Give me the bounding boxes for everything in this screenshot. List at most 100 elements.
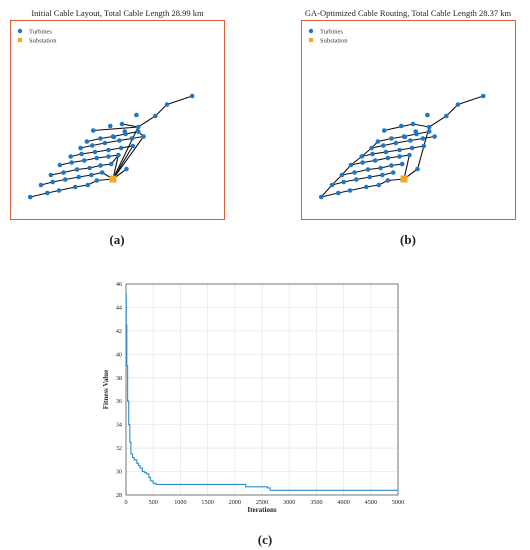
- turbine-point-34: [129, 136, 135, 141]
- legend-turbines-label: Turbines: [320, 29, 343, 36]
- turbine-point-28: [118, 145, 124, 151]
- turbine-point-2: [56, 188, 62, 193]
- turbine-point-35: [141, 134, 146, 139]
- turbine-point-18: [57, 162, 63, 168]
- turbine-point-24: [359, 154, 364, 159]
- panel-b-frame: Turbines Substation: [301, 20, 516, 220]
- x-tick-label-5: 2500: [256, 499, 268, 506]
- turbine-point-35: [432, 134, 437, 139]
- turbine-point-11: [99, 170, 105, 175]
- turbine-point-3: [363, 184, 369, 190]
- cable-13: [403, 95, 484, 180]
- turbine-point-16: [389, 163, 394, 168]
- turbine-point-13: [61, 170, 66, 175]
- plot-area: [125, 283, 399, 496]
- turbine-point-49: [413, 129, 418, 134]
- turbine-point-9: [367, 174, 373, 180]
- x-tick-label-10: 5000: [392, 499, 404, 506]
- y-tick-label-2: 32: [116, 445, 122, 452]
- turbine-point-25: [79, 151, 84, 157]
- turbine-point-11: [390, 170, 396, 175]
- turbine-point-0: [27, 194, 33, 200]
- panel-a-label: (a): [109, 232, 125, 247]
- turbine-point-7: [50, 179, 55, 185]
- x-tick-label-8: 4000: [337, 499, 349, 506]
- turbine-point-10: [380, 172, 385, 178]
- substation-marker: [400, 175, 408, 183]
- turbine-point-5: [385, 178, 391, 183]
- turbine-point-0: [318, 194, 324, 200]
- turbine-point-13: [352, 170, 357, 175]
- x-tick-label-6: 3000: [283, 499, 295, 506]
- substation-marker: [109, 175, 117, 183]
- x-tick-label-2: 1000: [174, 499, 186, 506]
- y-tick-label-5: 38: [116, 375, 122, 382]
- x-tick-label-4: 2000: [229, 499, 241, 506]
- turbine-point-30: [369, 145, 374, 151]
- turbine-point-26: [92, 149, 98, 155]
- turbine-point-47: [381, 128, 387, 133]
- turbine-point-46: [119, 121, 125, 127]
- turbine-point-51: [425, 112, 430, 118]
- y-tick-label-6: 40: [116, 351, 122, 358]
- turbine-point-50: [108, 123, 113, 129]
- turbine-point-15: [378, 165, 383, 171]
- turbine-point-18: [348, 162, 354, 168]
- series-line-0: [125, 292, 398, 491]
- turbine-point-14: [365, 167, 371, 172]
- turbine-point-25: [370, 151, 375, 157]
- turbine-point-12: [339, 172, 345, 178]
- legend-turbines-label: Turbines: [29, 29, 52, 36]
- y-tick-label-1: 30: [116, 469, 122, 476]
- cable-0: [321, 178, 405, 198]
- turbine-point-4: [85, 182, 91, 188]
- turbine-point-33: [408, 138, 413, 143]
- legend: Turbines Substation: [17, 29, 57, 45]
- turbine-point-32: [393, 140, 399, 146]
- turbine-point-22: [106, 154, 111, 159]
- turbine-point-46: [410, 121, 416, 127]
- turbine-point-8: [63, 177, 68, 182]
- turbine-point-7: [341, 179, 346, 185]
- turbine-point-30: [78, 145, 83, 151]
- turbine-point-6: [329, 182, 335, 188]
- y-tick-label-3: 34: [116, 422, 122, 429]
- turbine-point-9: [76, 174, 82, 180]
- turbine-point-45: [480, 93, 486, 99]
- legend-substation-marker: [18, 38, 22, 42]
- turbine-point-21: [94, 155, 100, 161]
- panel-c-label: (c): [257, 532, 273, 547]
- x-axis-label: Iterations: [247, 506, 276, 514]
- turbine-point-28: [409, 145, 415, 151]
- turbine-point-51: [134, 112, 139, 118]
- turbine-point-23: [407, 152, 412, 158]
- x-tick-label-1: 500: [149, 499, 158, 506]
- turbine-point-41: [415, 166, 420, 172]
- turbine-point-50: [399, 123, 404, 129]
- x-tick-label-3: 1500: [201, 499, 213, 506]
- turbine-point-29: [421, 143, 427, 149]
- y-tick-label-8: 44: [116, 304, 122, 311]
- turbine-point-45: [189, 93, 195, 99]
- cable-5: [80, 135, 145, 180]
- turbine-point-31: [381, 143, 386, 148]
- turbine-point-47: [90, 128, 96, 133]
- turbine-point-1: [45, 190, 50, 196]
- turbine-point-37: [98, 136, 103, 141]
- turbine-point-8: [354, 177, 359, 182]
- turbine-point-49: [122, 129, 127, 134]
- y-tick-label-4: 36: [116, 398, 122, 405]
- turbine-point-48: [402, 134, 408, 140]
- turbine-point-43: [444, 113, 449, 119]
- turbine-point-27: [397, 147, 402, 153]
- turbine-point-36: [84, 139, 90, 144]
- turbine-point-26: [383, 149, 389, 155]
- turbine-point-42: [135, 124, 141, 130]
- legend-turbine-marker: [308, 28, 314, 34]
- turbine-point-44: [164, 102, 170, 107]
- turbine-point-40: [426, 129, 432, 134]
- turbine-point-16: [98, 163, 103, 168]
- panel-a-frame: Turbines Substation: [10, 20, 225, 220]
- turbine-point-20: [81, 158, 87, 163]
- y-tick-label-7: 42: [116, 328, 122, 335]
